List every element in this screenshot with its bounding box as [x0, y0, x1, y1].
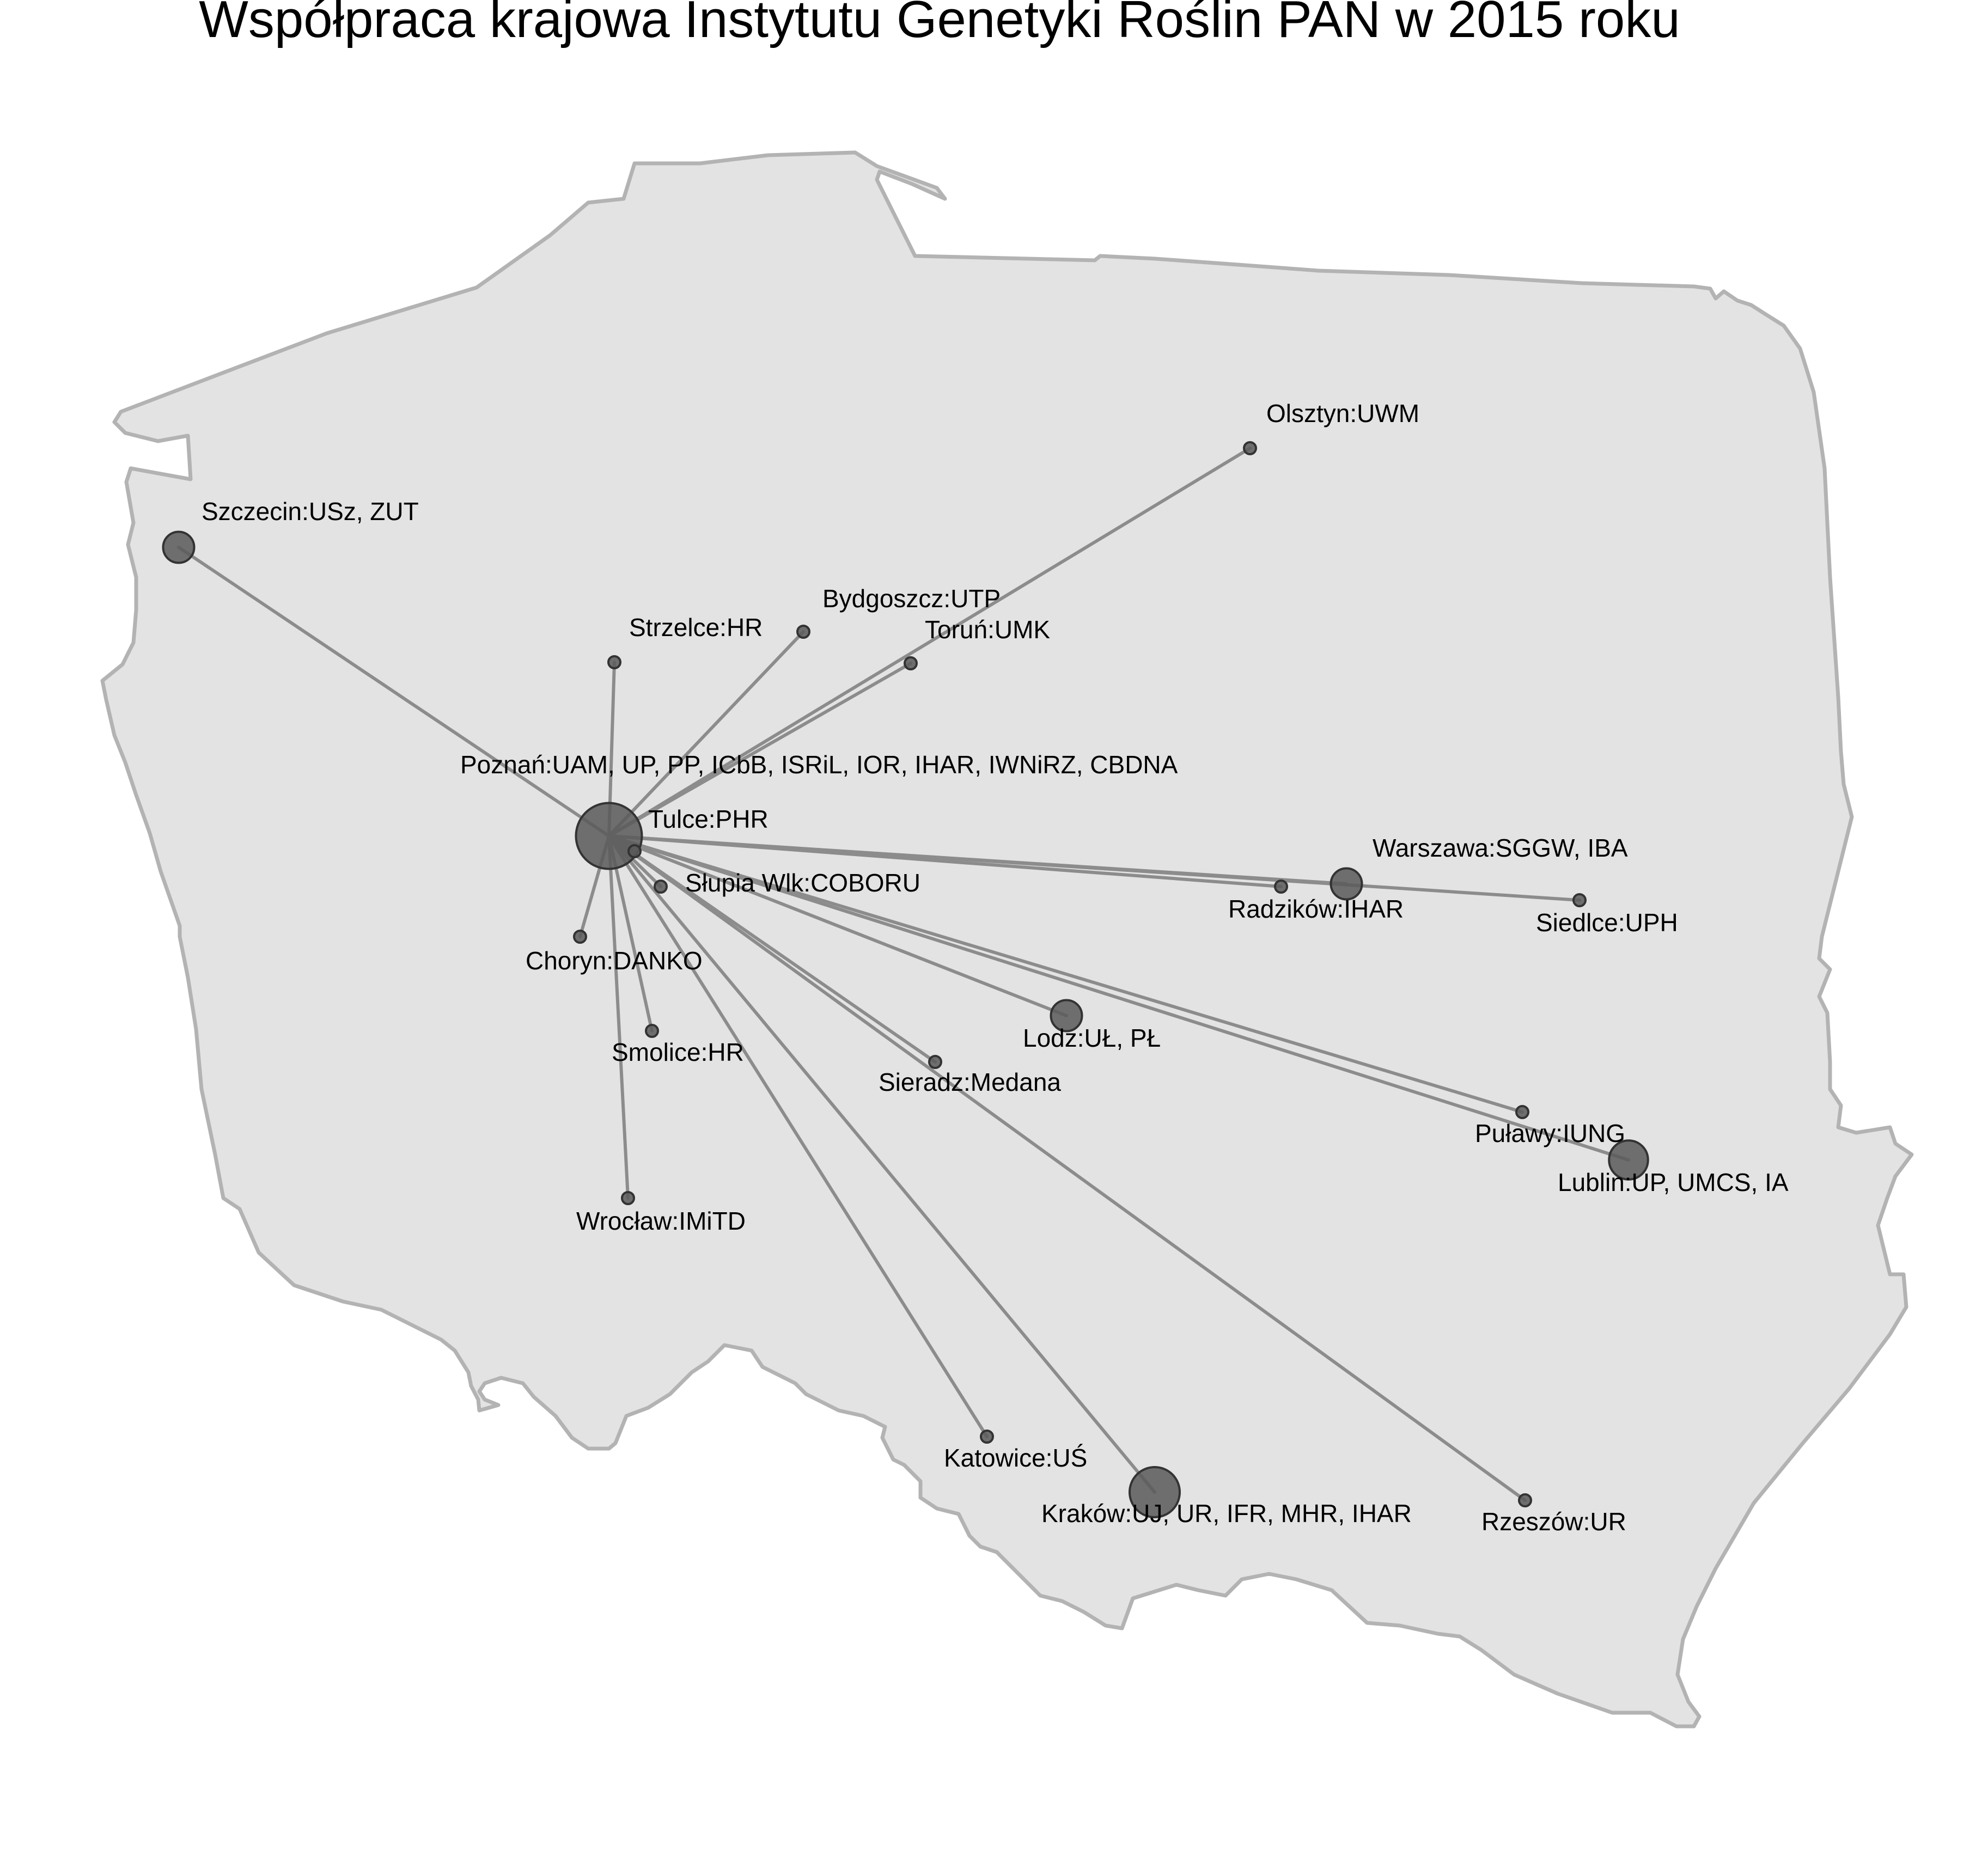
node-slupia-wlk — [654, 880, 668, 894]
node-szczecin — [162, 530, 196, 564]
label-siedlce: Siedlce:UPH — [1536, 908, 1678, 937]
link-poznan-pulawy — [607, 834, 1524, 1114]
label-katowice: Katowice:UŚ — [944, 1444, 1087, 1472]
node-bydgoszcz — [796, 625, 810, 639]
node-lodz — [1050, 999, 1083, 1033]
link-poznan-szczecin — [177, 546, 611, 838]
node-tulce — [627, 844, 642, 858]
label-rzeszow: Rzeszów:UR — [1481, 1507, 1626, 1536]
link-poznan-rzeszow — [607, 834, 1527, 1502]
node-krakow — [1129, 1466, 1181, 1518]
label-poznan: Poznań:UAM, UP, PP, ICbB, ISRiL, IOR, IH… — [460, 750, 1178, 779]
node-lublin — [1608, 1139, 1649, 1181]
label-slupia-wlk: Słupia Wlk:COBORU — [685, 869, 920, 897]
node-warszawa — [1330, 867, 1363, 901]
node-smolice — [645, 1024, 659, 1038]
label-lublin: Lublin:UP, UMCS, IA — [1558, 1168, 1789, 1196]
link-poznan-siedlce — [607, 834, 1581, 902]
node-pulawy — [1515, 1105, 1529, 1119]
label-szczecin: Szczecin:USz, ZUT — [202, 497, 419, 526]
node-wroclaw — [621, 1191, 635, 1205]
node-siedlce — [1572, 893, 1587, 907]
label-sieradz: Sieradz:Medana — [879, 1068, 1061, 1096]
link-poznan-katowice — [607, 834, 989, 1438]
node-sieradz — [928, 1055, 942, 1069]
label-choryn: Choryn:DANKO — [526, 946, 703, 975]
label-radzikow: Radzików:IHAR — [1228, 895, 1404, 923]
node-torun — [904, 656, 918, 670]
label-strzelce: Strzelce:HR — [629, 613, 763, 642]
label-lodz: Lodz:UŁ, PŁ — [1023, 1024, 1161, 1052]
node-olsztyn — [1243, 441, 1257, 455]
label-torun: Toruń:UMK — [925, 615, 1050, 644]
node-choryn — [573, 930, 587, 944]
node-strzelce — [607, 655, 621, 669]
link-poznan-krakow — [607, 834, 1156, 1494]
link-poznan-bydgoszcz — [607, 630, 805, 838]
city-labels: Poznań:UAM, UP, PP, ICbB, ISRiL, IOR, IH… — [202, 399, 1789, 1536]
node-rzeszow — [1518, 1493, 1532, 1507]
label-pulawy: Puławy:IUNG — [1475, 1119, 1625, 1147]
label-smolice: Smolice:HR — [612, 1038, 744, 1066]
label-olsztyn: Olsztyn:UWM — [1266, 399, 1419, 427]
label-bydgoszcz: Bydgoszcz:UTP — [822, 584, 1001, 613]
collaboration-nodes — [162, 441, 1649, 1518]
label-tulce: Tulce:PHR — [648, 805, 769, 833]
label-warszawa: Warszawa:SGGW, IBA — [1373, 834, 1628, 862]
node-poznan — [575, 802, 643, 870]
poland-country-outline — [100, 150, 1914, 1729]
link-poznan-olsztyn — [607, 447, 1252, 838]
node-radzikow — [1274, 880, 1288, 894]
link-poznan-lodz — [607, 834, 1068, 1017]
map-title: Współpraca krajowa Instytutu Genetyki Ro… — [199, 0, 1680, 48]
node-katowice — [980, 1430, 994, 1444]
link-poznan-torun — [607, 662, 912, 838]
link-poznan-lublin — [607, 834, 1630, 1162]
link-poznan-wroclaw — [607, 834, 630, 1200]
label-krakow: Kraków:UJ, UR, IFR, MHR, IHAR — [1041, 1499, 1412, 1528]
label-wroclaw: Wrocław:IMiTD — [576, 1207, 746, 1235]
